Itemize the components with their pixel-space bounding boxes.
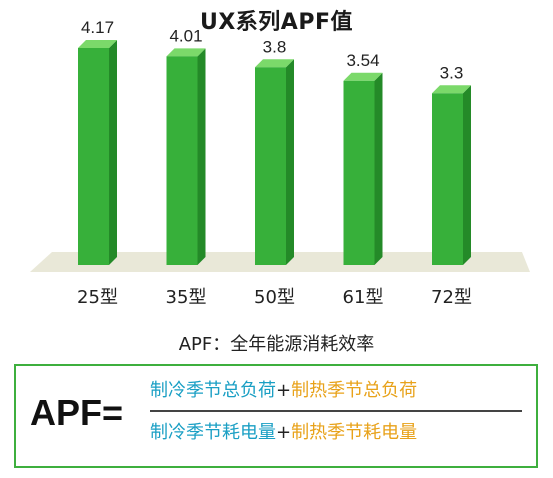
heating-season-load: 制热季节总负荷 [291,380,418,401]
denominator-plus: + [276,422,292,443]
formula-lhs: APF= [30,392,124,433]
bar-top [166,48,206,57]
value-label: 4.01 [169,26,202,45]
value-label: 3.54 [346,51,379,70]
heating-season-power: 制热季节耗电量 [291,422,418,443]
formula-denominator: 制冷季节耗电量+制热季节耗电量 [150,418,522,448]
bar-chart: 4.17 25型 4.01 35型 3.8 50型 3.54 61型 3.3 72型 [30,18,530,308]
bar-side [374,72,383,265]
value-label: 3.3 [440,63,464,82]
cooling-season-power: 制冷季节耗电量 [150,422,276,443]
bar [255,67,286,265]
category-label: 72型 [431,287,472,308]
value-label: 4.17 [81,18,114,37]
category-label: 61型 [343,287,384,308]
bar [432,93,463,266]
bar [166,56,198,265]
bar-top [432,85,471,94]
bar-side [197,48,206,265]
category-label: 25型 [77,287,118,308]
apf-formula-box: APF= 制冷季节总负荷+制热季节总负荷 制冷季节耗电量+制热季节耗电量 [14,364,538,468]
bar [343,80,375,265]
category-label: 50型 [254,287,295,308]
bar-top [255,59,294,68]
formula-fraction: 制冷季节总负荷+制热季节总负荷 制冷季节耗电量+制热季节耗电量 [150,376,522,448]
value-label: 3.8 [263,37,287,56]
bar [78,48,109,265]
cooling-season-load: 制冷季节总负荷 [150,380,276,401]
bar-side [109,40,117,265]
bar-side [286,59,294,265]
bar-top [78,40,117,48]
bar-top [343,72,383,81]
numerator-plus: + [276,380,292,401]
apf-definition: APF：全年能源消耗效率 [178,334,375,355]
chart-title: UX系列APF值 [199,10,353,35]
formula-numerator: 制冷季节总负荷+制热季节总负荷 [150,376,522,406]
fraction-line [150,410,522,412]
category-label: 35型 [166,287,207,308]
bar-side [463,85,471,266]
